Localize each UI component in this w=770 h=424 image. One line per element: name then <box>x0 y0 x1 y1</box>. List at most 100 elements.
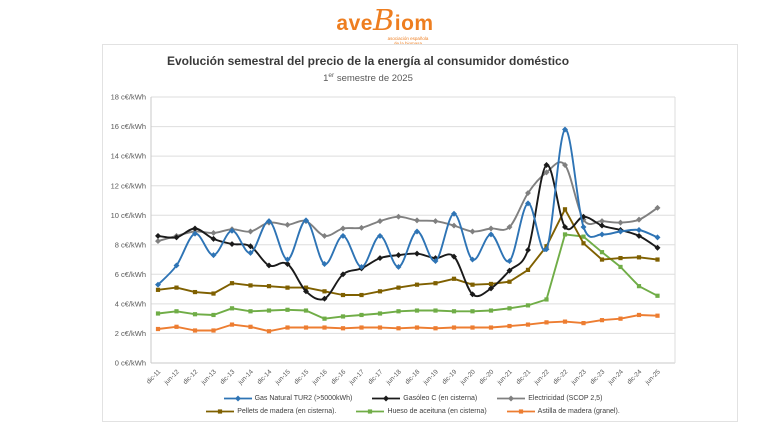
data-point-marker <box>507 306 512 311</box>
data-point-marker <box>414 250 420 257</box>
data-point-marker <box>488 231 494 238</box>
data-point-marker <box>211 312 216 318</box>
x-axis-tick-label: jun-13 <box>199 368 218 387</box>
data-point-marker <box>155 287 161 292</box>
data-point-marker <box>247 228 254 235</box>
series-line-5 <box>157 314 659 333</box>
y-axis-tick-label: 10 c€/kWh <box>111 211 146 220</box>
data-point-marker <box>525 267 531 272</box>
data-point-marker <box>395 263 402 270</box>
data-point-marker <box>396 309 401 314</box>
data-point-marker <box>368 409 373 414</box>
data-point-marker <box>543 169 550 176</box>
data-point-marker <box>432 218 439 225</box>
data-point-marker <box>284 256 291 263</box>
data-point-marker <box>562 224 568 231</box>
data-point-marker <box>655 293 660 298</box>
data-point-marker <box>396 326 401 331</box>
legend-item-0: Gas Natural TUR2 (>5000kWh) <box>223 392 352 405</box>
data-point-marker <box>155 311 161 316</box>
data-point-marker <box>432 258 439 265</box>
data-point-marker <box>211 291 216 296</box>
legend-swatch <box>356 409 385 414</box>
data-point-marker <box>284 221 291 228</box>
series-line-4 <box>157 233 659 320</box>
data-point-marker <box>617 219 624 226</box>
logo-tagline: asociación española de la biomasa <box>0 36 770 46</box>
data-point-marker <box>525 322 531 327</box>
x-axis-tick-label: jun-15 <box>273 368 292 387</box>
data-point-marker <box>618 316 623 321</box>
legend-swatch <box>497 395 526 402</box>
data-point-marker <box>488 308 494 313</box>
legend-swatch <box>506 409 535 414</box>
data-point-marker <box>414 228 420 235</box>
chart-canvas: 0 c€/kWh 2 c€/kWh 4 c€/kWh 6 c€/kWh 8 c€/kWh… <box>111 93 676 387</box>
data-point-marker <box>433 281 438 286</box>
data-point-marker <box>218 409 223 414</box>
data-point-marker <box>525 190 531 197</box>
data-point-marker <box>451 222 457 229</box>
data-point-marker <box>562 232 568 237</box>
x-axis-tick-label: jun-22 <box>532 368 551 387</box>
legend-label: Hueso de aceituna (en cisterna) <box>387 408 487 416</box>
data-point-marker <box>340 225 346 232</box>
data-point-marker <box>229 322 235 327</box>
avebiom-logo-text: aveBiom <box>0 6 770 36</box>
logo-tagline-line2: de la biomasa <box>46 41 770 46</box>
x-axis-tick-label: dic-20 <box>478 368 496 386</box>
data-point-marker <box>340 326 346 331</box>
data-point-marker <box>155 232 161 239</box>
data-point-marker <box>599 231 605 238</box>
data-point-marker <box>507 323 512 329</box>
data-point-marker <box>508 395 515 402</box>
data-point-marker <box>488 225 494 232</box>
data-point-marker <box>562 319 568 324</box>
data-point-marker <box>285 285 290 290</box>
data-point-marker <box>433 326 438 331</box>
data-point-marker <box>359 325 364 330</box>
data-point-marker <box>433 308 438 313</box>
x-axis-tick-label: jun-14 <box>236 368 255 387</box>
x-axis-tick-label: jun-25 <box>643 368 662 387</box>
data-point-marker <box>581 241 586 246</box>
data-point-marker <box>322 289 327 294</box>
data-point-marker <box>451 309 457 314</box>
data-point-marker <box>580 224 587 231</box>
data-point-marker <box>155 238 161 245</box>
data-point-marker <box>359 292 364 298</box>
data-point-marker <box>562 207 568 212</box>
x-axis-tick-label: jun-21 <box>495 368 514 387</box>
data-point-marker <box>229 241 235 248</box>
data-point-marker <box>636 227 642 233</box>
data-point-marker <box>654 234 661 241</box>
data-point-marker <box>210 229 217 236</box>
data-point-marker <box>470 309 475 314</box>
data-point-marker <box>618 264 623 270</box>
y-axis-tick-label: 4 c€/kWh <box>115 300 146 309</box>
data-point-marker <box>303 325 309 330</box>
data-point-marker <box>414 282 420 287</box>
x-axis-tick-label: dic-11 <box>145 368 162 385</box>
data-point-marker <box>525 303 531 308</box>
data-point-marker <box>469 256 476 263</box>
data-point-marker <box>396 285 401 290</box>
chart-legend: Gas Natural TUR2 (>5000kWh) Gasóleo C (en… <box>151 392 675 418</box>
data-point-marker <box>599 222 605 229</box>
data-point-marker <box>229 281 235 286</box>
data-point-marker <box>322 325 327 330</box>
data-point-marker <box>248 283 253 288</box>
y-axis-tick-label: 0 c€/kWh <box>115 359 146 368</box>
data-point-marker <box>506 224 513 231</box>
x-axis-tick-label: jun-19 <box>421 368 440 387</box>
data-point-marker <box>192 289 198 295</box>
data-point-marker <box>211 328 216 333</box>
x-axis-tick-label: dic-12 <box>182 368 200 386</box>
logo-tagline-line1: asociación española <box>387 36 429 41</box>
data-point-marker <box>340 232 346 239</box>
legend-item-2: Electricidad (SCOP 2,5) <box>497 392 602 405</box>
legend-label: Gasóleo C (en cisterna) <box>403 395 478 403</box>
x-axis-tick-label: dic-23 <box>589 368 607 386</box>
data-point-marker <box>340 292 346 298</box>
data-point-marker <box>174 285 179 290</box>
